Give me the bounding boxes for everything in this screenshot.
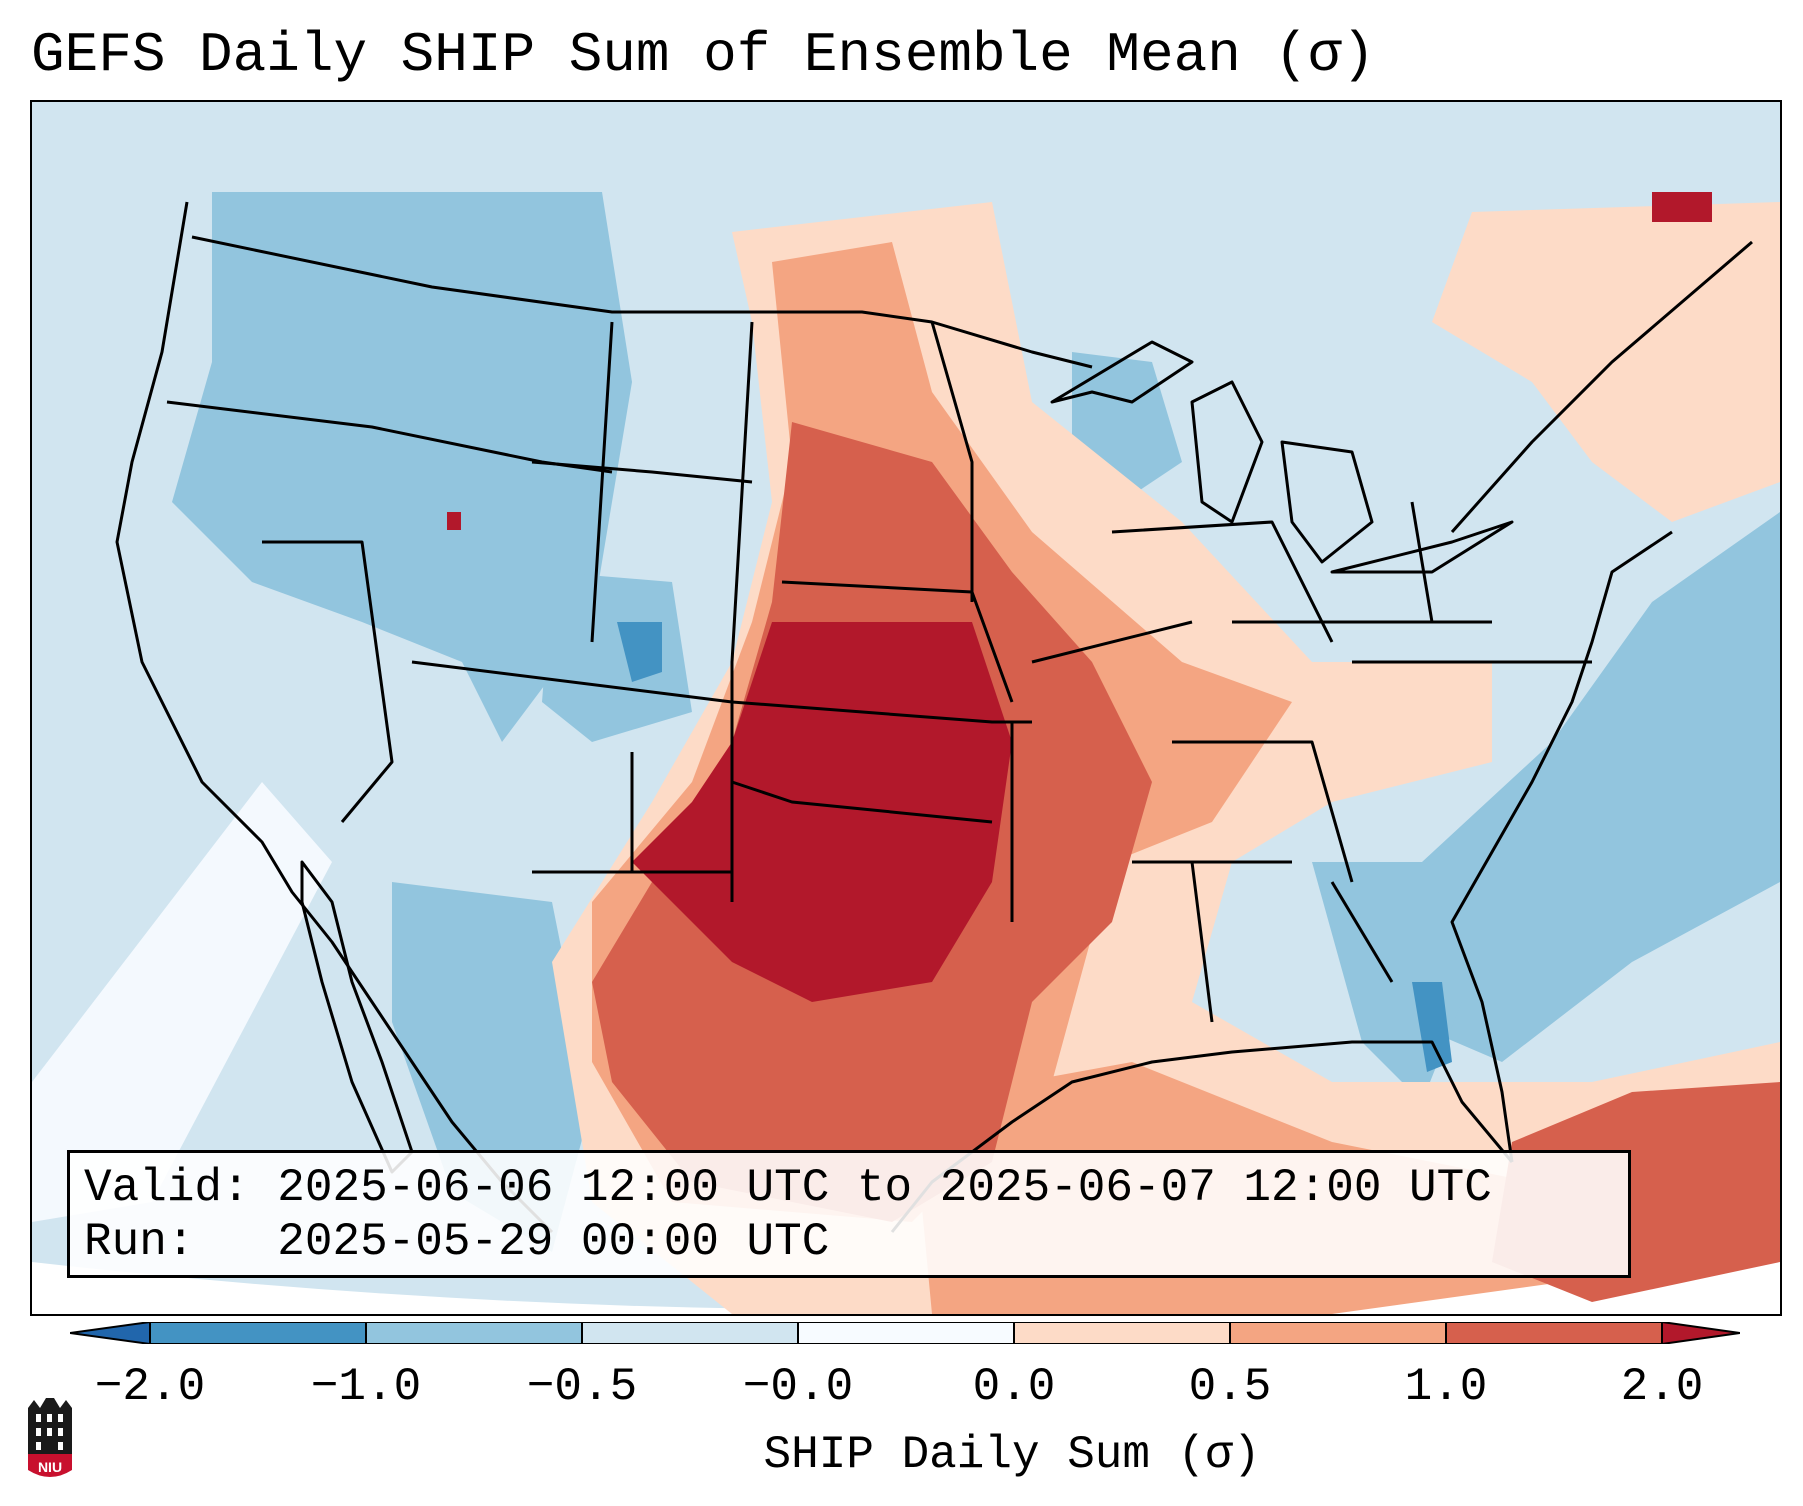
run-value: 2025-05-29 00:00 UTC [277,1216,830,1268]
niu-logo-text: NIU [38,1459,62,1475]
utah-core-pixel [447,512,461,530]
valid-label: Valid: [84,1162,250,1214]
colorbar-bin-2 [366,1322,582,1344]
valid-line: Valid: 2025-06-06 12:00 UTC to 2025-06-0… [84,1161,1614,1215]
colorbar-tick-label: −1.0 [310,1361,422,1413]
colorbar-extend-high [1662,1322,1740,1344]
west-blue-anomaly [172,192,632,742]
boundary-lines [115,201,1753,1234]
colorbar-tick-label: 2.0 [1620,1361,1704,1413]
colorbar-bin-7 [1446,1322,1662,1344]
valid-value: 2025-06-06 12:00 UTC to 2025-06-07 12:00… [277,1162,1492,1214]
colorbar-tick-label: 0.0 [972,1361,1056,1413]
run-line: Run: 2025-05-29 00:00 UTC [84,1215,1614,1269]
atlantic-blue-anomaly [1362,512,1780,1062]
run-label: Run: [84,1216,250,1268]
colorbar-tick-label: −0.0 [742,1361,854,1413]
colorbar [70,1322,1740,1344]
colorbar-extend-low [70,1322,150,1344]
colorbar-bin-6 [1230,1322,1446,1344]
canada-core-pixel [1652,192,1712,222]
colorado-core [617,622,662,682]
pacific-neutral-zone [32,782,332,1222]
niu-logo: NIU [28,1398,72,1477]
florida-core [1412,982,1452,1072]
validity-info-box: Valid: 2025-06-06 12:00 UTC to 2025-06-0… [67,1150,1631,1278]
colorbar-tick-label: −0.5 [526,1361,638,1413]
colorbar-bin-1 [150,1322,366,1344]
colorado-blue-anomaly [542,572,692,742]
colorbar-tick-label: 1.0 [1404,1361,1488,1413]
map-panel [30,100,1782,1316]
colorbar-bin-4 [798,1322,1014,1344]
colorbar-bin-3 [582,1322,798,1344]
colorbar-bin-5 [1014,1322,1230,1344]
colorbar-tick-label: −2.0 [94,1361,206,1413]
colorbar-label: SHIP Daily Sum (σ) [763,1429,1261,1481]
northeast-light-red [1432,202,1780,522]
map-title: GEFS Daily SHIP Sum of Ensemble Mean (σ) [31,23,1376,87]
colorbar-tick-label: 0.5 [1188,1361,1272,1413]
